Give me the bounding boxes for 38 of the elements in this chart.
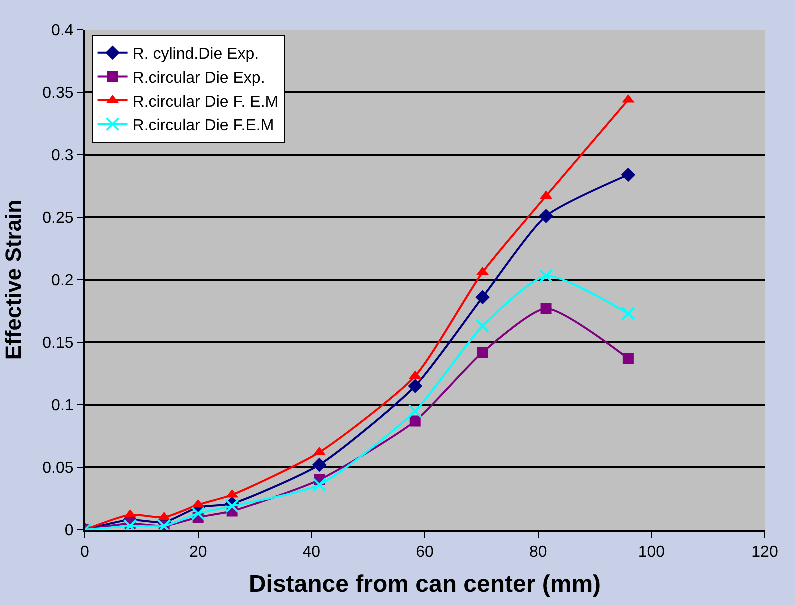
y-tick-label: 0.25 xyxy=(42,210,74,228)
x-tick-label: 100 xyxy=(638,544,666,562)
point xyxy=(408,404,422,418)
point xyxy=(312,478,327,492)
y-tick-label: 0.05 xyxy=(42,460,74,478)
x-tick-label: 120 xyxy=(752,544,778,562)
y-tick-label: 0.1 xyxy=(52,398,74,415)
y-tick-label: 0.35 xyxy=(42,85,74,102)
x-tick-label: 40 xyxy=(302,544,321,562)
x-axis-title: Distance from can center (mm) xyxy=(248,571,602,598)
legend-label: R. cylind.Die Exp. xyxy=(132,46,260,64)
point xyxy=(410,416,421,427)
point xyxy=(539,209,554,224)
y-tick-label: 0.4 xyxy=(52,22,74,40)
legend-label: R.circular Die F. E.M xyxy=(132,94,279,111)
point xyxy=(476,290,490,305)
point xyxy=(408,379,423,394)
point xyxy=(476,319,490,334)
point xyxy=(477,347,488,358)
point xyxy=(539,269,554,284)
legend-label: R.circular Die F.E.M xyxy=(132,118,274,135)
point xyxy=(622,353,634,364)
point xyxy=(540,303,552,314)
point xyxy=(225,499,240,514)
y-tick-label: 0 xyxy=(64,522,74,540)
y-tick-label: 0.15 xyxy=(42,335,74,352)
x-tick-label: 20 xyxy=(189,544,208,562)
point xyxy=(191,506,206,521)
point xyxy=(312,458,327,472)
y-tick-label: 0.3 xyxy=(52,148,74,165)
point xyxy=(621,168,636,182)
y-tick-label: 0.2 xyxy=(52,272,74,290)
x-tick-label: 0 xyxy=(80,544,90,562)
x-tick-label: 60 xyxy=(416,544,434,562)
x-tick-label: 80 xyxy=(529,544,548,562)
legend-label: R.circular Die Exp. xyxy=(132,70,266,87)
point xyxy=(621,306,636,321)
y-axis-title: Effective Strain xyxy=(0,200,26,360)
